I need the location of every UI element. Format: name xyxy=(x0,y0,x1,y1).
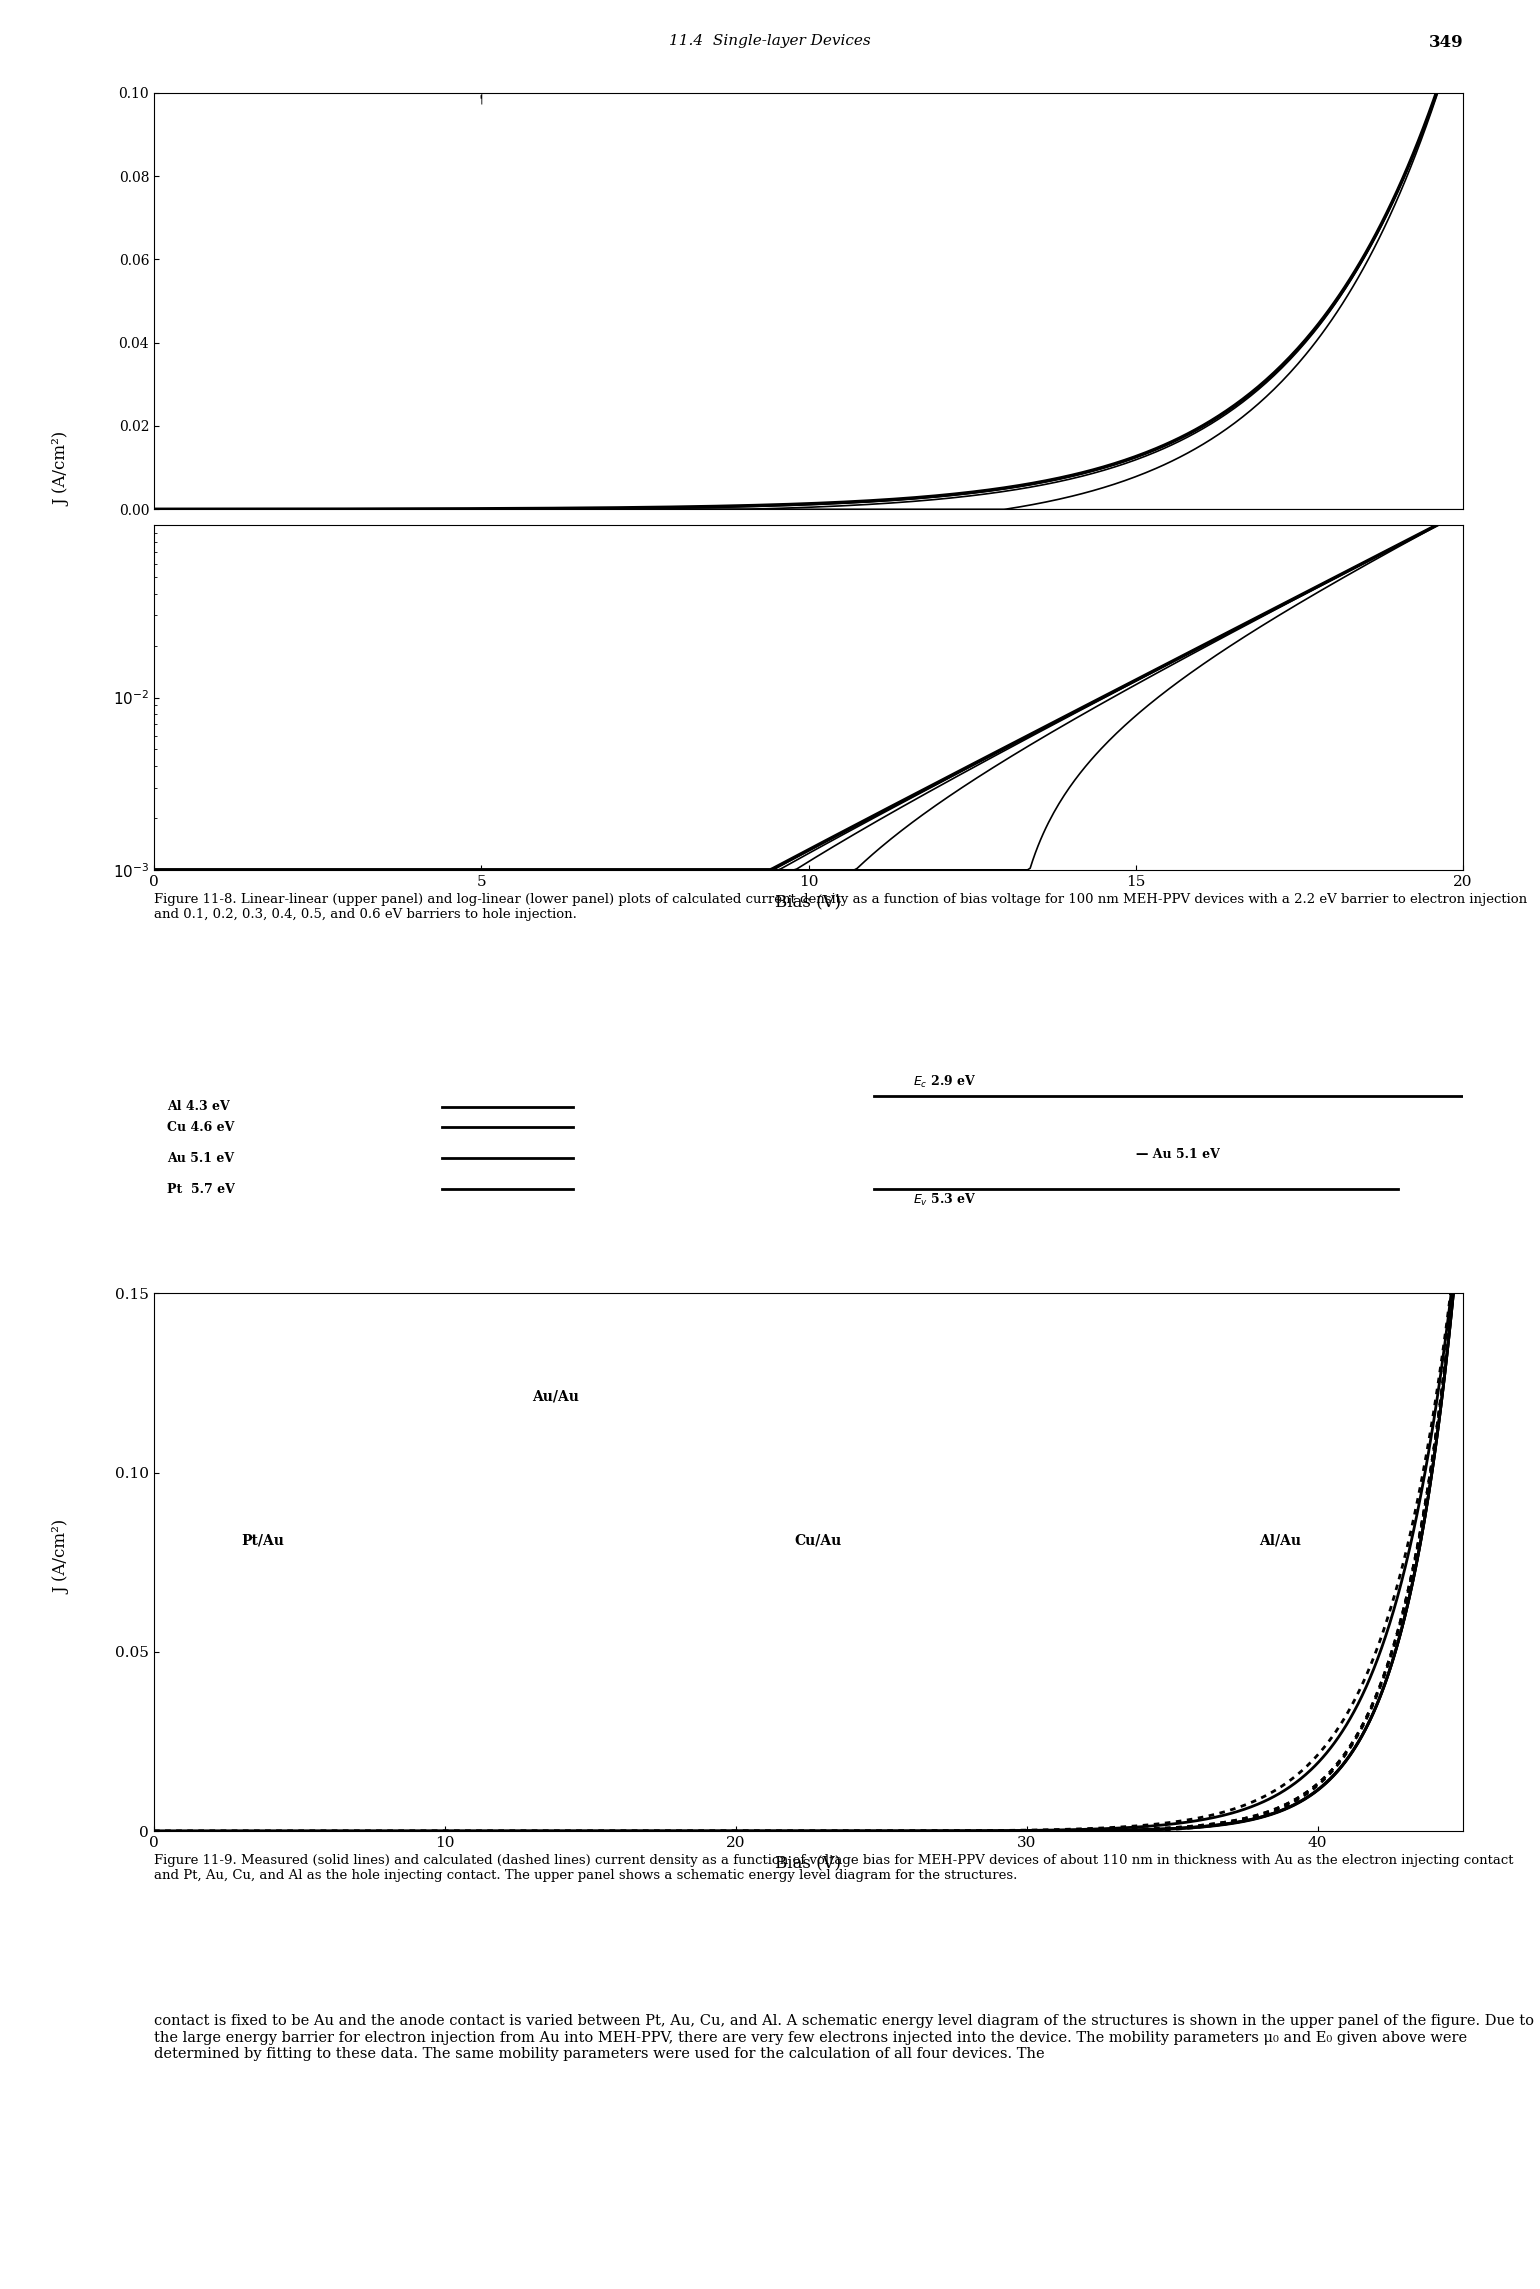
Text: $E_v$ 5.3 eV: $E_v$ 5.3 eV xyxy=(913,1193,976,1209)
Text: 11.4  Single-layer Devices: 11.4 Single-layer Devices xyxy=(668,34,872,48)
Text: Figure 11-8. Linear-linear (upper panel) and log-linear (lower panel) plots of c: Figure 11-8. Linear-linear (upper panel)… xyxy=(154,893,1528,920)
Text: Au 5.1 eV: Au 5.1 eV xyxy=(166,1151,234,1165)
X-axis label: Bias (V): Bias (V) xyxy=(776,1856,841,1872)
Text: Al 4.3 eV: Al 4.3 eV xyxy=(166,1101,229,1112)
Text: Figure 11-9. Measured (solid lines) and calculated (dashed lines) current densit: Figure 11-9. Measured (solid lines) and … xyxy=(154,1854,1514,1882)
Text: J (A/cm²): J (A/cm²) xyxy=(52,1520,71,1593)
Text: |: | xyxy=(479,92,484,105)
Text: contact is fixed to be Au and the anode contact is varied between Pt, Au, Cu, an: contact is fixed to be Au and the anode … xyxy=(154,2014,1534,2060)
Text: Pt  5.7 eV: Pt 5.7 eV xyxy=(166,1183,236,1195)
X-axis label: Bias (V): Bias (V) xyxy=(776,895,841,911)
Text: Cu 4.6 eV: Cu 4.6 eV xyxy=(166,1122,234,1133)
Text: — Au 5.1 eV: — Au 5.1 eV xyxy=(1137,1149,1220,1161)
Text: Au/Au: Au/Au xyxy=(533,1389,579,1403)
Text: J (A/cm²): J (A/cm²) xyxy=(52,433,71,506)
Text: Pt/Au: Pt/Au xyxy=(242,1534,285,1547)
Text: Al/Au: Al/Au xyxy=(1260,1534,1301,1547)
Text: 349: 349 xyxy=(1429,34,1463,50)
Text: Cu/Au: Cu/Au xyxy=(795,1534,841,1547)
Text: $E_c$ 2.9 eV: $E_c$ 2.9 eV xyxy=(913,1074,976,1090)
